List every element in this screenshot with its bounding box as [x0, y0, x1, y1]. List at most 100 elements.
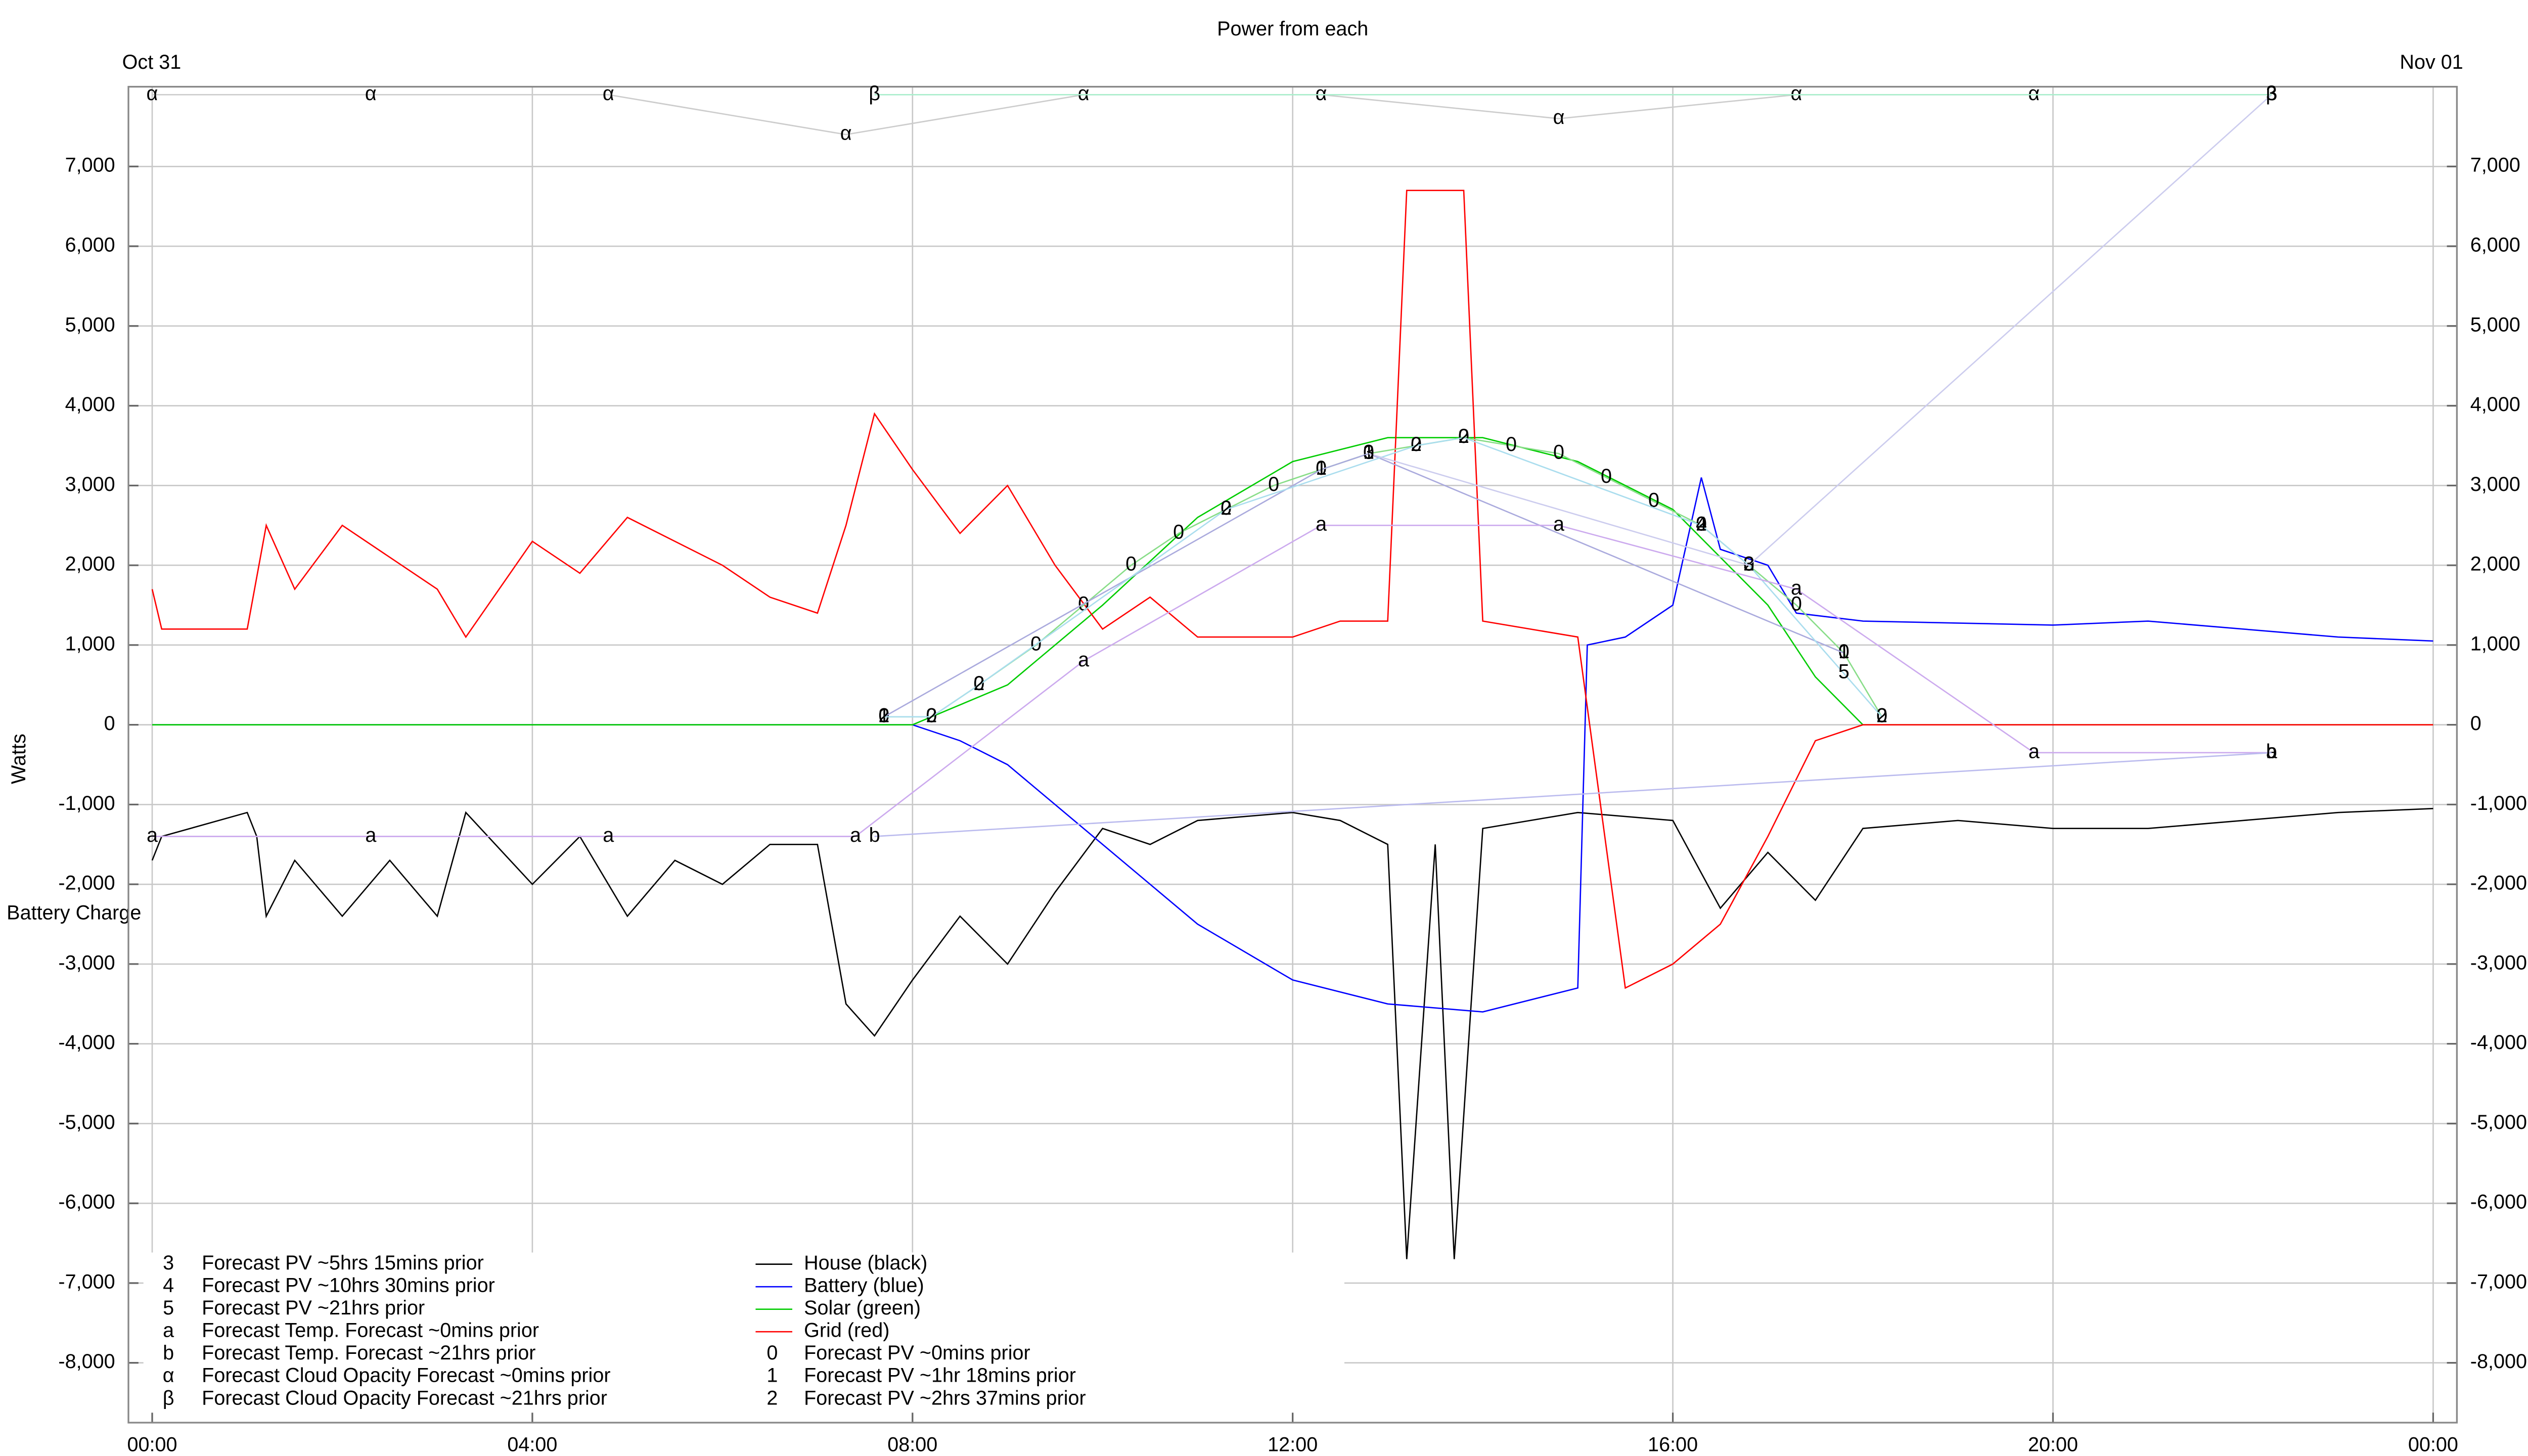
y-tick-label: 0	[104, 712, 115, 735]
y-tick-label: -8,000	[58, 1350, 115, 1373]
forecast-marker: 0	[1506, 433, 1517, 456]
forecast-marker: 2	[878, 704, 889, 726]
legend-label: Forecast PV ~0mins prior	[804, 1342, 1030, 1364]
forecast-marker: 0	[878, 704, 889, 726]
date-label: Oct 31	[122, 51, 182, 73]
forecast-marker: b	[2266, 740, 2277, 762]
forecast-line	[883, 452, 1844, 718]
forecast-marker: α	[1316, 82, 1327, 105]
forecast-marker: β	[869, 82, 880, 105]
forecast-marker: 0	[1838, 641, 1849, 663]
legend-symbol: β	[163, 1387, 174, 1409]
y2-tick-label: -8,000	[2470, 1350, 2527, 1373]
legend-symbol: 2	[766, 1387, 778, 1409]
annotation: Battery Charge	[7, 901, 141, 924]
y-tick-label: 1,000	[65, 632, 115, 655]
legend-label: Forecast PV ~1hr 18mins prior	[804, 1364, 1076, 1387]
forecast-marker: a	[1553, 513, 1565, 535]
forecast-marker: 2	[1743, 553, 1754, 575]
forecast-marker: 1	[1838, 641, 1849, 663]
forecast-marker: a	[365, 824, 377, 846]
forecast-marker: 0	[1791, 593, 1802, 615]
forecast-marker: α	[1078, 82, 1090, 105]
y-tick-label: 2,000	[65, 553, 115, 575]
forecast-line	[884, 437, 1883, 718]
forecast-marker: 0	[1363, 441, 1374, 464]
forecast-marker: 3	[1743, 553, 1754, 575]
legend-symbol: 0	[766, 1342, 778, 1364]
y2-tick-label: 3,000	[2470, 473, 2520, 495]
y-tick-label: -3,000	[58, 951, 115, 974]
legend-label: Battery (blue)	[804, 1275, 924, 1297]
forecast-marker: β	[2266, 82, 2277, 105]
forecast-marker: α	[840, 122, 852, 145]
forecast-marker: 1	[878, 704, 889, 726]
y-tick-label: 3,000	[65, 473, 115, 495]
forecast-line	[1368, 94, 2272, 566]
y2-tick-label: 4,000	[2470, 393, 2520, 416]
series-line	[152, 477, 2433, 1013]
forecast-marker: a	[2266, 740, 2278, 762]
y2-tick-label: 0	[2470, 712, 2481, 735]
forecast-marker: α	[365, 82, 377, 105]
y-tick-label: -5,000	[58, 1111, 115, 1133]
legend-symbol: 3	[163, 1252, 174, 1274]
y-tick-label: 7,000	[65, 154, 115, 176]
forecast-marker: α	[1791, 82, 1802, 105]
legend-symbol: α	[163, 1364, 174, 1387]
forecast-marker: 0	[1458, 425, 1469, 447]
forecast-marker: α	[1553, 106, 1565, 128]
forecast-marker: 0	[1125, 553, 1137, 575]
forecast-marker: b	[869, 824, 880, 846]
forecast-marker: 0	[1553, 441, 1564, 464]
chart-title: Power from each	[1217, 18, 1368, 40]
x-tick-label: 16:00	[1648, 1434, 1698, 1456]
y2-tick-label: 2,000	[2470, 553, 2520, 575]
y2-tick-label: -2,000	[2470, 872, 2527, 894]
forecast-marker: 1	[1363, 441, 1374, 464]
y-tick-label: -4,000	[58, 1031, 115, 1054]
series-line	[151, 190, 2433, 989]
y-tick-label: 4,000	[65, 393, 115, 416]
forecast-marker: 3	[2266, 82, 2277, 105]
series-line	[151, 807, 2433, 1259]
y2-tick-label: 1,000	[2470, 632, 2520, 655]
forecast-marker: 0	[926, 704, 937, 726]
forecast-marker: α	[147, 82, 158, 105]
forecast-marker: 2	[973, 672, 984, 695]
y-tick-label: -7,000	[58, 1270, 115, 1293]
date-label: Nov 01	[2400, 51, 2463, 73]
legend-label: Forecast PV ~2hrs 37mins prior	[804, 1387, 1086, 1409]
forecast-marker: 1	[1316, 457, 1327, 479]
forecast-marker: 2	[1696, 513, 1707, 535]
legend-label: Forecast PV ~21hrs prior	[202, 1297, 425, 1319]
x-tick-label: 08:00	[887, 1434, 937, 1456]
forecast-marker: α	[603, 82, 614, 105]
forecast-marker: a	[1791, 577, 1802, 599]
forecast-marker: 2	[1458, 425, 1469, 447]
legend-label: Forecast Temp. Forecast ~21hrs prior	[202, 1342, 535, 1364]
forecast-line	[152, 524, 2272, 837]
forecast-marker: 0	[1268, 473, 1279, 495]
y-tick-label: -6,000	[58, 1191, 115, 1213]
forecast-marker: 0	[1316, 457, 1327, 479]
series-line	[152, 437, 2433, 725]
plot-frame	[127, 85, 2458, 1424]
x-tick-label: 20:00	[2028, 1434, 2078, 1456]
y2-tick-label: -4,000	[2470, 1031, 2527, 1054]
legend-symbol: 1	[766, 1364, 778, 1387]
forecast-marker: 0	[1221, 497, 1232, 519]
forecast-marker: 4	[1696, 513, 1707, 535]
forecast-marker: a	[1316, 513, 1327, 535]
x-tick-label: 00:00	[127, 1434, 177, 1456]
forecast-marker: 2	[1221, 497, 1232, 519]
forecast-marker: a	[1078, 649, 1090, 671]
forecast-marker: a	[850, 824, 862, 846]
legend-label: Solar (green)	[804, 1297, 921, 1319]
legend-label: House (black)	[804, 1252, 927, 1274]
legend-label: Forecast PV ~5hrs 15mins prior	[202, 1252, 484, 1274]
y2-tick-label: -5,000	[2470, 1111, 2527, 1133]
